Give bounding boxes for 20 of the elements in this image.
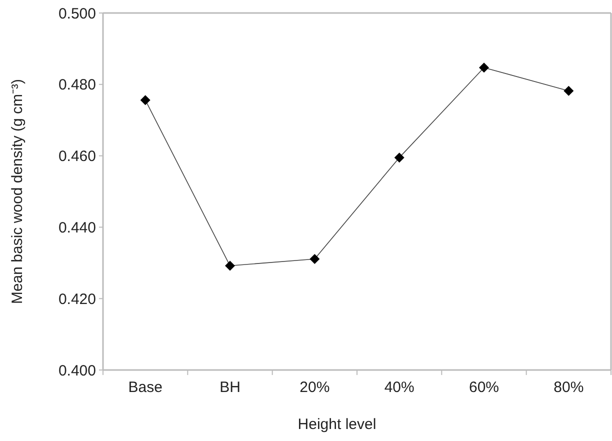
point xyxy=(479,62,489,73)
point xyxy=(310,254,320,264)
point xyxy=(394,152,404,163)
y-tick-label: 0.500 xyxy=(58,5,96,22)
y-tick-label: 0.420 xyxy=(58,290,96,308)
point xyxy=(140,95,150,106)
x-tick-label: 40% xyxy=(384,379,414,396)
point xyxy=(225,260,235,271)
y-tick-label: 0.480 xyxy=(58,76,96,94)
x-axis-title: Height level xyxy=(298,416,376,433)
x-tick-label: Base xyxy=(128,379,162,396)
y-tick-label: 0.400 xyxy=(58,362,96,380)
y-tick-label: 0.460 xyxy=(58,148,96,166)
x-tick-label: BH xyxy=(220,379,240,396)
x-tick-label: 60% xyxy=(468,379,500,396)
point xyxy=(564,86,574,96)
x-tick-label: 80% xyxy=(554,379,584,396)
y-axis-title: Mean basic wood density (g cm⁻³) xyxy=(9,78,26,304)
x-tick-label: 20% xyxy=(300,379,330,396)
y-tick-label: 0.440 xyxy=(58,219,96,236)
